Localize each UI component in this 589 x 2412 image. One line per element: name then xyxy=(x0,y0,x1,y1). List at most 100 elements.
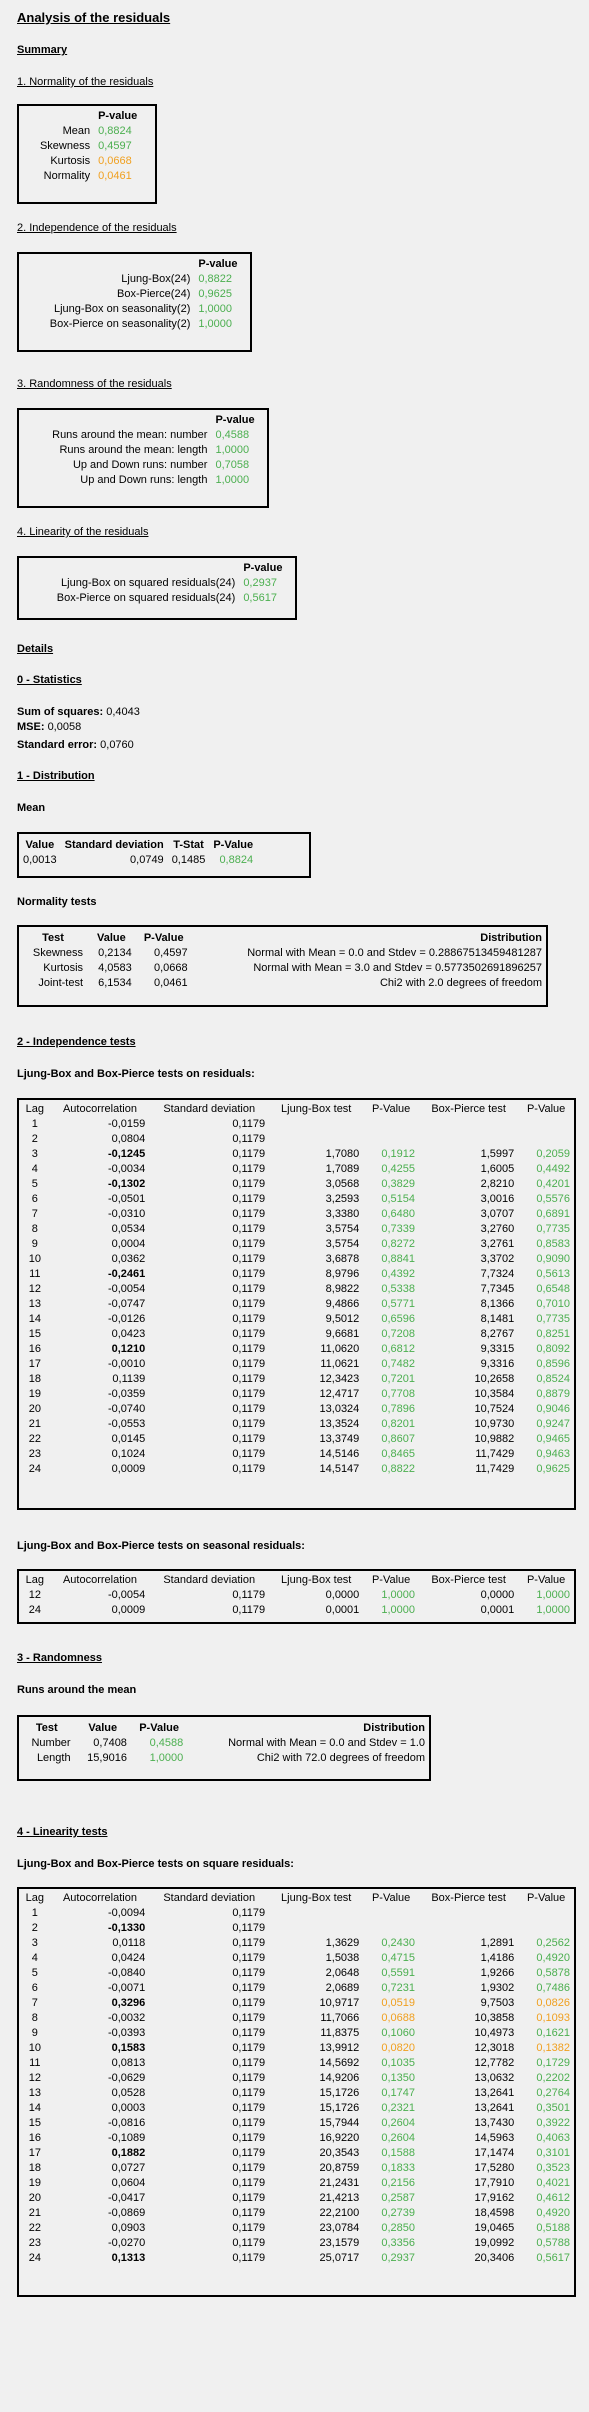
table-cell: 0,2156 xyxy=(381,2177,415,2189)
table-cell: 0,7201 xyxy=(381,1373,415,1385)
table-row: 7 0,3296 0,1179 10,9717 0,0519 9,7503 0,0826 xyxy=(19,1996,574,2011)
row-label: Ljung-Box(24) xyxy=(121,273,191,285)
table-row: 15 0,0423 0,1179 9,6681 0,7208 8,2767 0,8251 xyxy=(19,1327,574,1342)
table-cell: 0,1179 xyxy=(232,1298,266,1310)
table-cell: 0,1350 xyxy=(381,2072,415,2084)
distribution-heading: 1 - Distribution xyxy=(17,770,95,782)
table-cell: 0,2134 xyxy=(98,947,132,959)
table-cell: 0,0820 xyxy=(381,2042,415,2054)
table-header-row: P-value xyxy=(19,413,267,428)
table-cell: 2,0648 xyxy=(325,1967,360,1979)
table-cell: 15 xyxy=(28,2117,41,2129)
table-cell: 0,1485 xyxy=(171,854,206,866)
table-cell: 0,1179 xyxy=(232,1208,266,1220)
table-row: Up and Down runs: length 1,0000 xyxy=(19,473,267,488)
table-cell: 0,0423 xyxy=(111,1328,146,1340)
table-row: 3 0,0118 0,1179 1,3629 0,2430 1,2891 0,2562 xyxy=(19,1936,574,1951)
table-cell: 14,5147 xyxy=(319,1463,360,1475)
table-cell: 0,0903 xyxy=(111,2222,146,2234)
table-cell: 0,0013 xyxy=(23,854,57,866)
table-cell: 0,1179 xyxy=(232,2117,266,2129)
table-cell: 13,2641 xyxy=(474,2087,515,2099)
table-cell: 0,0145 xyxy=(111,1433,146,1445)
table-cell: -0,0359 xyxy=(107,1388,146,1400)
table-cell: 0,8524 xyxy=(536,1373,570,1385)
table-row: 6 -0,0501 0,1179 3,2593 0,5154 3,0016 0,5576 xyxy=(19,1192,574,1207)
row-label: Kurtosis xyxy=(50,155,91,167)
table-cell: 0,1179 xyxy=(232,2087,266,2099)
table-header-cell: Lag xyxy=(25,1892,45,1904)
table-row: Skewness 0,4597 xyxy=(19,139,155,154)
table-cell xyxy=(363,1906,419,1921)
table-header-row: Value Standard deviation T-Stat P-Value xyxy=(19,838,257,853)
table-cell: 0,2739 xyxy=(381,2207,415,2219)
table-cell: Length xyxy=(36,1752,71,1764)
table-cell: 7 xyxy=(31,1997,38,2009)
table-cell: 9,3315 xyxy=(480,1343,515,1355)
p-value: 0,0668 xyxy=(98,155,132,167)
table-cell: 0,1588 xyxy=(381,2147,415,2159)
table-cell: 0,0727 xyxy=(111,2162,146,2174)
table-row: 8 -0,0032 0,1179 11,7066 0,0688 10,3858 0,1093 xyxy=(19,2011,574,2026)
table-cell: 0,8824 xyxy=(219,854,254,866)
table-row: Up and Down runs: number 0,7058 xyxy=(19,458,267,473)
table-cell: 1,0000 xyxy=(149,1752,184,1764)
table-cell: 14,9206 xyxy=(319,2072,360,2084)
table-cell: 3,0016 xyxy=(480,1193,515,1205)
table-cell: 3,3380 xyxy=(325,1208,360,1220)
table-cell: 10,9882 xyxy=(474,1433,515,1445)
table-cell: 13,0632 xyxy=(474,2072,515,2084)
row-label: Runs around the mean: number xyxy=(52,429,208,441)
table-cell: 3,2760 xyxy=(480,1223,515,1235)
table-cell: 1,2891 xyxy=(480,1937,515,1949)
table-cell: 0,1833 xyxy=(381,2162,415,2174)
table-cell: 0,1179 xyxy=(232,2057,266,2069)
table-cell: 12,3018 xyxy=(474,2042,515,2054)
table-cell: 0,1179 xyxy=(232,2222,266,2234)
table-cell: 11,0621 xyxy=(320,1358,360,1370)
table-cell: 20,3543 xyxy=(319,2147,360,2159)
table-cell: Kurtosis xyxy=(43,962,84,974)
table-cell: -0,0054 xyxy=(107,1283,146,1295)
table-cell: 17 xyxy=(28,2147,41,2159)
table-cell: 0,1179 xyxy=(232,1163,266,1175)
table-cell: 0,6480 xyxy=(381,1208,415,1220)
lb-square-heading: Ljung-Box and Box-Pierce tests on square… xyxy=(17,1858,294,1870)
table-cell: 9,7503 xyxy=(480,1997,515,2009)
table-row: 23 0,1024 0,1179 14,5146 0,8465 11,7429 0,9463 xyxy=(19,1447,574,1462)
p-value: 0,4588 xyxy=(215,429,250,441)
table-cell: 0,1179 xyxy=(232,1313,266,1325)
table-cell: 20,8759 xyxy=(319,2162,360,2174)
table-header-cell: P-Value xyxy=(371,1103,411,1115)
table-row: Ljung-Box on seasonality(2) 1,0000 xyxy=(19,302,250,317)
table-cell: 0,1179 xyxy=(232,1238,266,1250)
table-cell: 12,4717 xyxy=(319,1388,360,1400)
table-cell: 0,7010 xyxy=(536,1298,570,1310)
row-label: Normality xyxy=(43,170,91,182)
table-cell: 6 xyxy=(31,1982,38,1994)
table-cell: 3,6878 xyxy=(325,1253,360,1265)
table-cell: 12 xyxy=(28,1589,41,1601)
table-cell: 14 xyxy=(28,2102,41,2114)
table-cell: 15,9016 xyxy=(87,1752,127,1764)
table-cell: 8,9796 xyxy=(325,1268,360,1280)
table-cell: 5 xyxy=(31,1178,38,1190)
table-cell: 0,6891 xyxy=(536,1208,570,1220)
table-cell: 0,1179 xyxy=(232,1328,266,1340)
table-header-cell: Test xyxy=(42,932,64,944)
table-cell: Joint-test xyxy=(38,977,84,989)
table-cell: 0,1179 xyxy=(232,1604,266,1616)
table-cell: 11,0620 xyxy=(320,1343,360,1355)
table-cell: 0,2562 xyxy=(536,1937,570,1949)
table-header-cell: Ljung-Box test xyxy=(281,1574,352,1586)
table-header-cell: Autocorrelation xyxy=(62,1892,137,1904)
table-header-cell: P-value xyxy=(198,258,238,270)
table-cell: 0,1179 xyxy=(232,1922,266,1934)
table-row: Runs around the mean: number 0,4588 xyxy=(19,428,267,443)
table-cell: 0,8583 xyxy=(536,1238,570,1250)
table-cell: 10,7524 xyxy=(474,1403,515,1415)
table-cell: 0,1179 xyxy=(232,2207,266,2219)
table-cell: 23 xyxy=(28,1448,41,1460)
table-row: 13 0,0528 0,1179 15,1726 0,1747 13,2641 0,2764 xyxy=(19,2086,574,2101)
table-header-cell: Value xyxy=(88,1722,118,1734)
